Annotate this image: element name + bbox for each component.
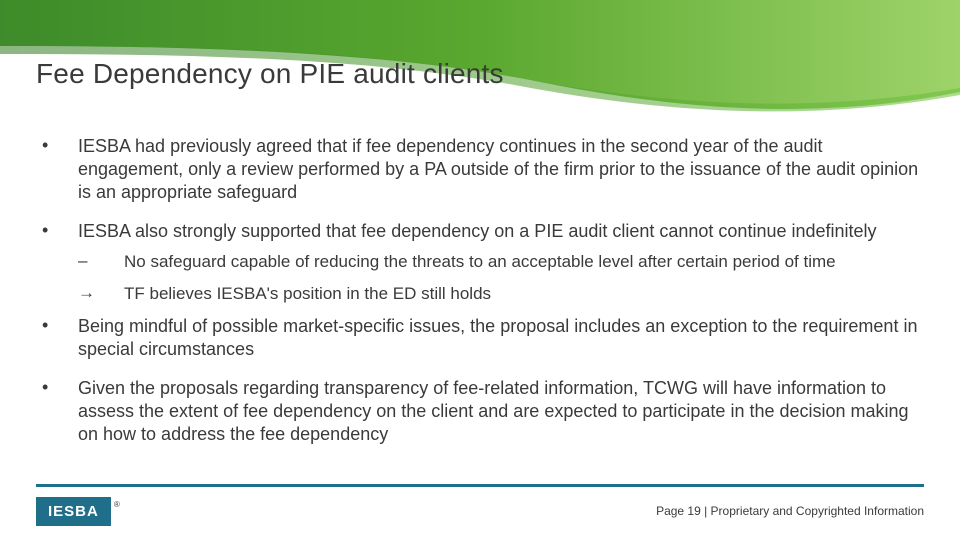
bullet-mark: • bbox=[36, 315, 78, 336]
sub-bullet-mark: → bbox=[78, 283, 124, 303]
slide: Fee Dependency on PIE audit clients • IE… bbox=[0, 0, 960, 540]
sub-bullet-item: – No safeguard capable of reducing the t… bbox=[36, 251, 924, 273]
bullet-text: Being mindful of possible market-specifi… bbox=[78, 315, 924, 361]
bullet-item: • Being mindful of possible market-speci… bbox=[36, 315, 924, 361]
bullet-item: • IESBA also strongly supported that fee… bbox=[36, 220, 924, 243]
footer-rule bbox=[36, 484, 924, 487]
bullet-text: Given the proposals regarding transparen… bbox=[78, 377, 924, 446]
bullet-item: • IESBA had previously agreed that if fe… bbox=[36, 135, 924, 204]
sub-bullet-item: → TF believes IESBA's position in the ED… bbox=[36, 283, 924, 305]
registered-mark: ® bbox=[114, 500, 120, 509]
footer-page-label: Page 19 | Proprietary and Copyrighted In… bbox=[656, 504, 924, 518]
slide-content: • IESBA had previously agreed that if fe… bbox=[36, 135, 924, 462]
sub-bullet-mark: – bbox=[78, 251, 124, 271]
bullet-text: IESBA had previously agreed that if fee … bbox=[78, 135, 924, 204]
bullet-mark: • bbox=[36, 377, 78, 398]
sub-bullet-text: No safeguard capable of reducing the thr… bbox=[124, 251, 924, 273]
bullet-mark: • bbox=[36, 220, 78, 241]
slide-title: Fee Dependency on PIE audit clients bbox=[36, 58, 504, 90]
logo-box: IESBA bbox=[36, 497, 111, 526]
bullet-item: • Given the proposals regarding transpar… bbox=[36, 377, 924, 446]
bullet-text: IESBA also strongly supported that fee d… bbox=[78, 220, 924, 243]
sub-bullet-text: TF believes IESBA's position in the ED s… bbox=[124, 283, 924, 305]
logo: IESBA ® bbox=[36, 497, 120, 526]
bullet-mark: • bbox=[36, 135, 78, 156]
